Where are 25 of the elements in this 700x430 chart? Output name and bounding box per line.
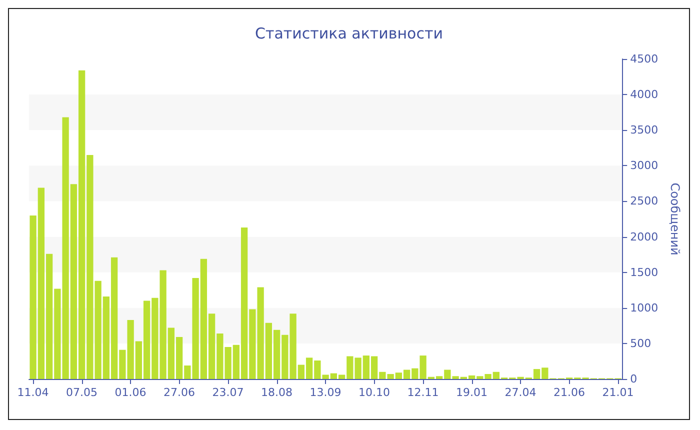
y-axis-title: Сообщений: [668, 182, 682, 256]
x-tick-label: 12.11: [407, 386, 439, 399]
x-tick-label: 27.06: [164, 386, 196, 399]
x-tick-label: 10.10: [358, 386, 390, 399]
y-tick-label: 500: [630, 336, 652, 350]
x-tick-label: 27.04: [504, 386, 536, 399]
y-tick-label: 4500: [630, 52, 658, 66]
x-tick-label: 18.08: [261, 386, 293, 399]
x-tick-label: 01.06: [114, 386, 146, 399]
y-tick-label: 0: [630, 372, 638, 386]
y-tick-label: 2500: [630, 194, 658, 208]
x-tick-label: 23.07: [212, 386, 244, 399]
chart-title: Статистика активности: [255, 24, 443, 42]
y-tick-label: 1500: [630, 266, 658, 279]
x-tick-label: 07.05: [66, 386, 98, 399]
y-tick-label: 2000: [630, 230, 658, 244]
x-tick-label: 13.09: [310, 386, 342, 399]
y-tick-label: 3000: [630, 159, 658, 172]
y-tick-label: 4000: [630, 88, 658, 102]
x-tick-label: 21.01: [602, 386, 634, 399]
x-tick-label: 11.04: [17, 386, 49, 399]
x-tick-label: 21.06: [554, 386, 586, 399]
y-tick-label: 3500: [630, 124, 658, 137]
y-tick-label: 1000: [630, 301, 658, 314]
x-tick-label: 19.01: [456, 386, 488, 399]
